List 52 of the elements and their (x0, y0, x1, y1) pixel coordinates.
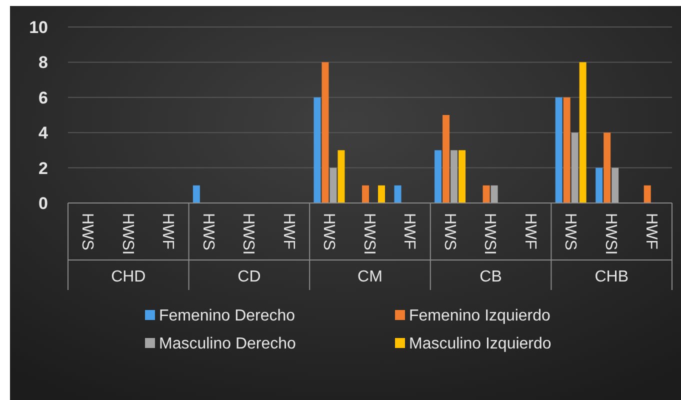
y-tick-label: 6 (38, 88, 48, 108)
bar (192, 185, 200, 203)
x-tick-label: HWSI (602, 213, 619, 255)
bar (362, 185, 369, 203)
bar (434, 150, 442, 203)
legend-label: Masculino Izquierdo (409, 336, 552, 353)
legend-label: Masculino Derecho (159, 336, 296, 353)
x-tick-label: HWSI (118, 213, 136, 255)
text: CHD (111, 268, 146, 286)
bar (338, 150, 345, 203)
y-tick-label: 2 (38, 158, 48, 178)
bar (482, 185, 490, 203)
y-tick-label: 8 (38, 53, 48, 72)
x-tick-label: HWS (320, 213, 338, 250)
bar (442, 115, 450, 203)
legend-label: Femenino Derecho (159, 308, 296, 325)
bar (458, 150, 466, 203)
x-tick-label: HWSI (240, 213, 257, 255)
bar (322, 62, 329, 203)
x-tick-label: HWF (521, 213, 538, 250)
x-tick-label: HWS (78, 213, 96, 250)
bar (555, 97, 562, 203)
y-tick-label: 0 (38, 194, 48, 213)
text: CD (238, 268, 261, 286)
bar (596, 168, 603, 203)
bar (579, 62, 586, 203)
x-tick-label: HWF (642, 213, 660, 250)
y-tick-label: 10 (29, 18, 48, 37)
bar (330, 168, 337, 203)
x-tick-label: HWS (199, 213, 216, 250)
bar (394, 185, 402, 203)
bar (644, 185, 651, 203)
x-tick-label: HWSI (481, 213, 498, 255)
x-tick-label: HWF (280, 213, 297, 250)
x-tick-label: HWF (400, 213, 418, 250)
text: CM (358, 268, 382, 286)
text: CHB (594, 268, 628, 286)
y-tick-label: 4 (38, 124, 49, 143)
bar (314, 97, 321, 203)
bar (450, 150, 458, 203)
bar (378, 185, 385, 203)
legend-label: Femenino Izquierdo (409, 308, 551, 325)
bar (612, 168, 619, 203)
bar (604, 132, 611, 203)
text: CB (480, 268, 502, 286)
x-tick-label: HWSI (360, 213, 378, 255)
bar (563, 97, 570, 203)
bar (571, 132, 578, 203)
x-tick-label: HWS (440, 213, 458, 250)
x-tick-label: HWF (159, 213, 176, 250)
bar (490, 185, 498, 203)
x-tick-label: HWS (562, 213, 579, 250)
